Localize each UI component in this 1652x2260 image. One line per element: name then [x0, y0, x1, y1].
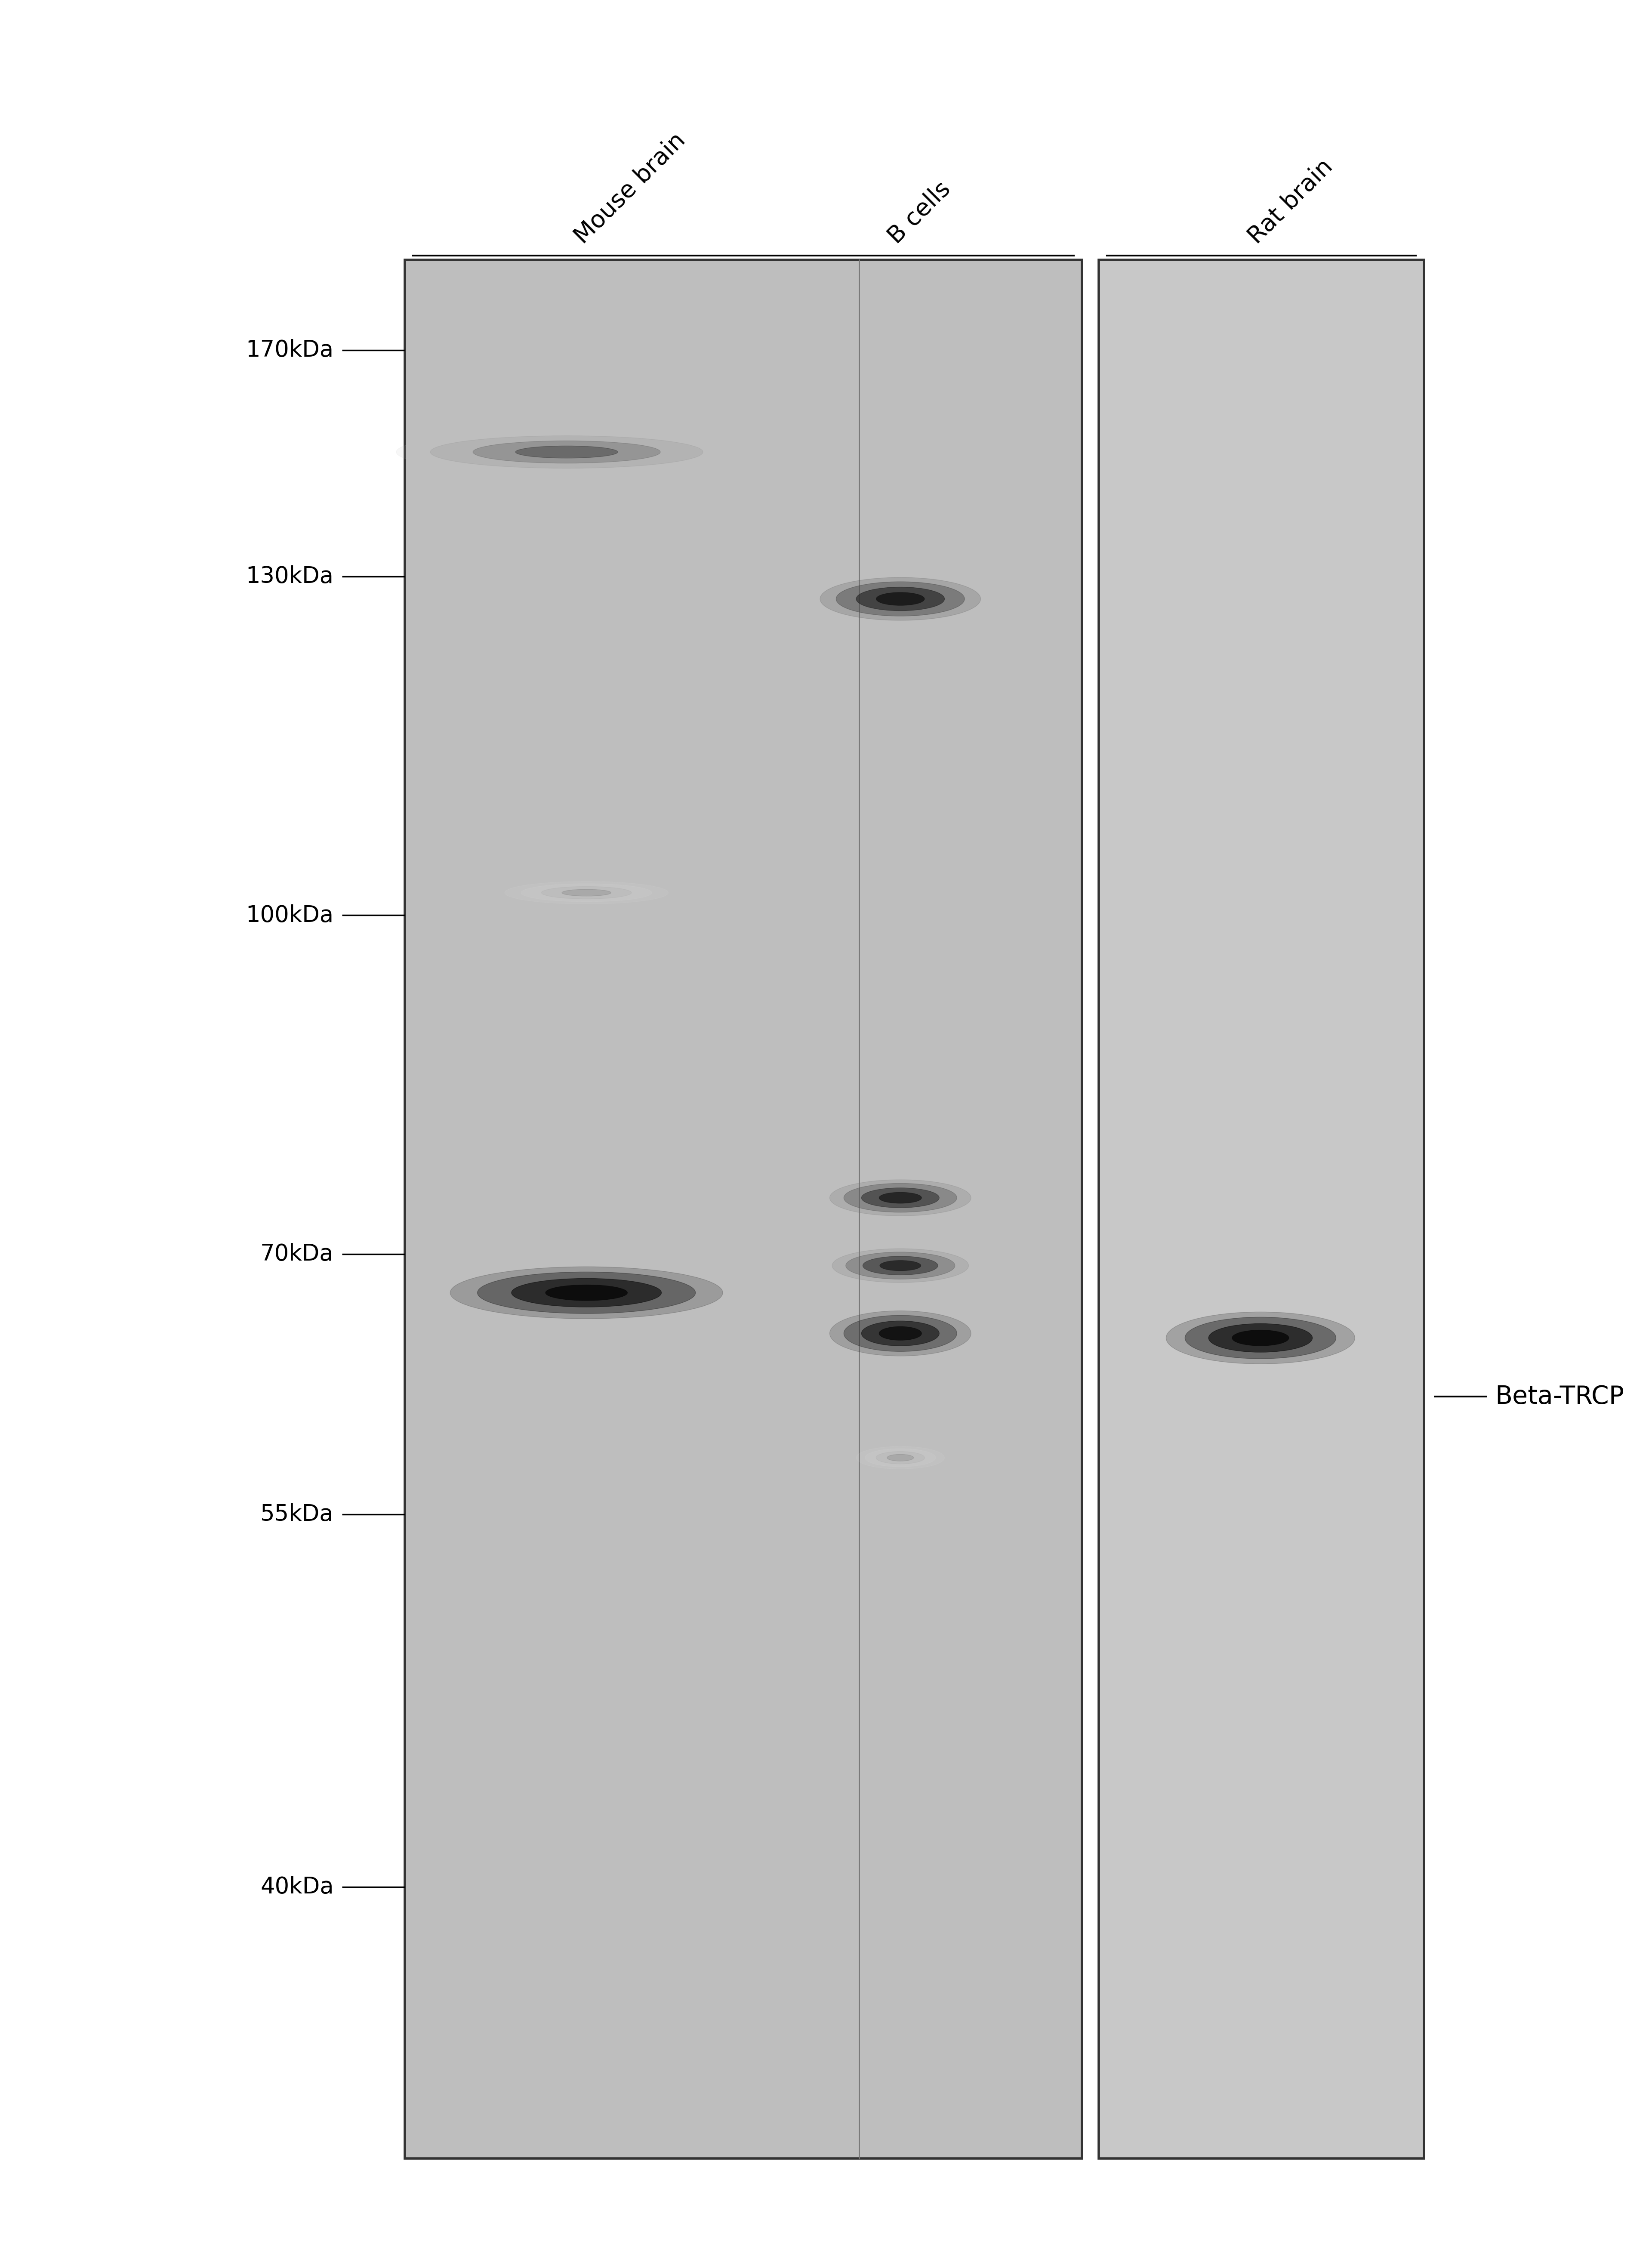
Ellipse shape — [512, 1279, 661, 1306]
Ellipse shape — [1232, 1331, 1289, 1345]
Ellipse shape — [866, 1449, 935, 1467]
Text: 55kDa: 55kDa — [261, 1503, 334, 1526]
Ellipse shape — [472, 441, 661, 463]
Ellipse shape — [861, 1189, 940, 1207]
Text: 70kDa: 70kDa — [261, 1243, 334, 1266]
Ellipse shape — [829, 1311, 971, 1356]
Text: 100kDa: 100kDa — [246, 904, 334, 927]
Ellipse shape — [1184, 1318, 1336, 1358]
Text: Mouse brain: Mouse brain — [570, 129, 691, 249]
Ellipse shape — [833, 1248, 968, 1284]
Ellipse shape — [887, 1455, 914, 1462]
Text: 170kDa: 170kDa — [246, 339, 334, 362]
Ellipse shape — [515, 445, 618, 459]
Text: 40kDa: 40kDa — [261, 1876, 334, 1898]
Ellipse shape — [846, 1252, 955, 1279]
Ellipse shape — [1166, 1311, 1355, 1363]
Ellipse shape — [879, 1327, 922, 1340]
Ellipse shape — [844, 1315, 957, 1351]
Ellipse shape — [876, 1451, 925, 1464]
Ellipse shape — [876, 592, 925, 606]
Ellipse shape — [856, 588, 945, 610]
Ellipse shape — [542, 886, 631, 899]
Ellipse shape — [856, 1446, 945, 1469]
Ellipse shape — [520, 884, 653, 902]
Ellipse shape — [506, 881, 667, 904]
Ellipse shape — [829, 1180, 971, 1216]
Ellipse shape — [449, 1266, 722, 1320]
Bar — [1099, 260, 1424, 2158]
Ellipse shape — [862, 1257, 938, 1275]
Text: 130kDa: 130kDa — [246, 565, 334, 588]
Ellipse shape — [396, 432, 737, 472]
Ellipse shape — [844, 1184, 957, 1211]
Text: Beta-TRCP: Beta-TRCP — [1495, 1385, 1624, 1408]
Ellipse shape — [430, 436, 704, 468]
Ellipse shape — [879, 1193, 922, 1202]
Ellipse shape — [819, 579, 981, 622]
Text: Rat brain: Rat brain — [1244, 156, 1338, 249]
Ellipse shape — [836, 581, 965, 617]
Ellipse shape — [1209, 1324, 1312, 1351]
Ellipse shape — [861, 1320, 940, 1347]
Bar — [405, 260, 1082, 2158]
Text: B cells: B cells — [884, 176, 955, 249]
Ellipse shape — [477, 1272, 695, 1313]
Ellipse shape — [545, 1286, 628, 1300]
Ellipse shape — [562, 888, 611, 895]
Ellipse shape — [881, 1261, 920, 1270]
